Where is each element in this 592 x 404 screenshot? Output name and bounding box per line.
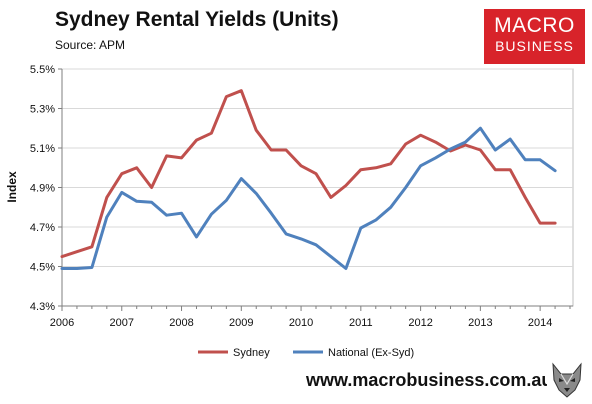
y-axis-label: Index	[5, 171, 19, 203]
y-tick-label: 4.3%	[30, 301, 55, 313]
wolf-mascot-icon	[547, 360, 587, 400]
legend-label: National (Ex-Syd)	[328, 347, 414, 359]
chart-axes: 4.3% 4.5% 4.7% 4.9% 5.1% 5.3% 5.5% 2006 2007 2008…	[30, 64, 573, 329]
legend-label: Sydney	[233, 347, 270, 359]
x-tick-label: 2009	[229, 317, 253, 329]
y-tick-label: 5.5%	[30, 64, 55, 76]
x-tick-label: 2014	[528, 317, 552, 329]
x-tick-label: 2011	[349, 317, 373, 329]
x-tick-label: 2010	[289, 317, 313, 329]
y-tick-label: 5.3%	[30, 104, 55, 116]
x-tick-label: 2008	[169, 317, 193, 329]
chart-subtitle: Source: APM	[55, 38, 126, 52]
x-tick-label: 2006	[50, 317, 74, 329]
logo-line-1: MACRO	[494, 14, 575, 37]
y-tick-label: 4.7%	[30, 222, 55, 234]
footer-url: www.macrobusiness.com.au	[306, 370, 553, 390]
chart-series	[60, 89, 557, 270]
x-tick-label: 2012	[408, 317, 432, 329]
chart-gridlines	[61, 68, 574, 307]
logo-line-2: BUSINESS	[495, 38, 574, 54]
x-tick-label: 2013	[468, 317, 492, 329]
chart-legend: Sydney National (Ex-Syd)	[198, 347, 414, 359]
chart-title: Sydney Rental Yields (Units)	[55, 8, 339, 31]
x-tick-label: 2007	[110, 317, 134, 329]
y-tick-label: 4.5%	[30, 262, 55, 274]
series-line-sydney	[60, 89, 557, 259]
series-line-national-ex-syd	[60, 126, 557, 270]
macrobusiness-logo: MACRO BUSINESS	[484, 9, 585, 64]
y-tick-label: 4.9%	[30, 183, 55, 195]
y-tick-label: 5.1%	[30, 143, 55, 155]
